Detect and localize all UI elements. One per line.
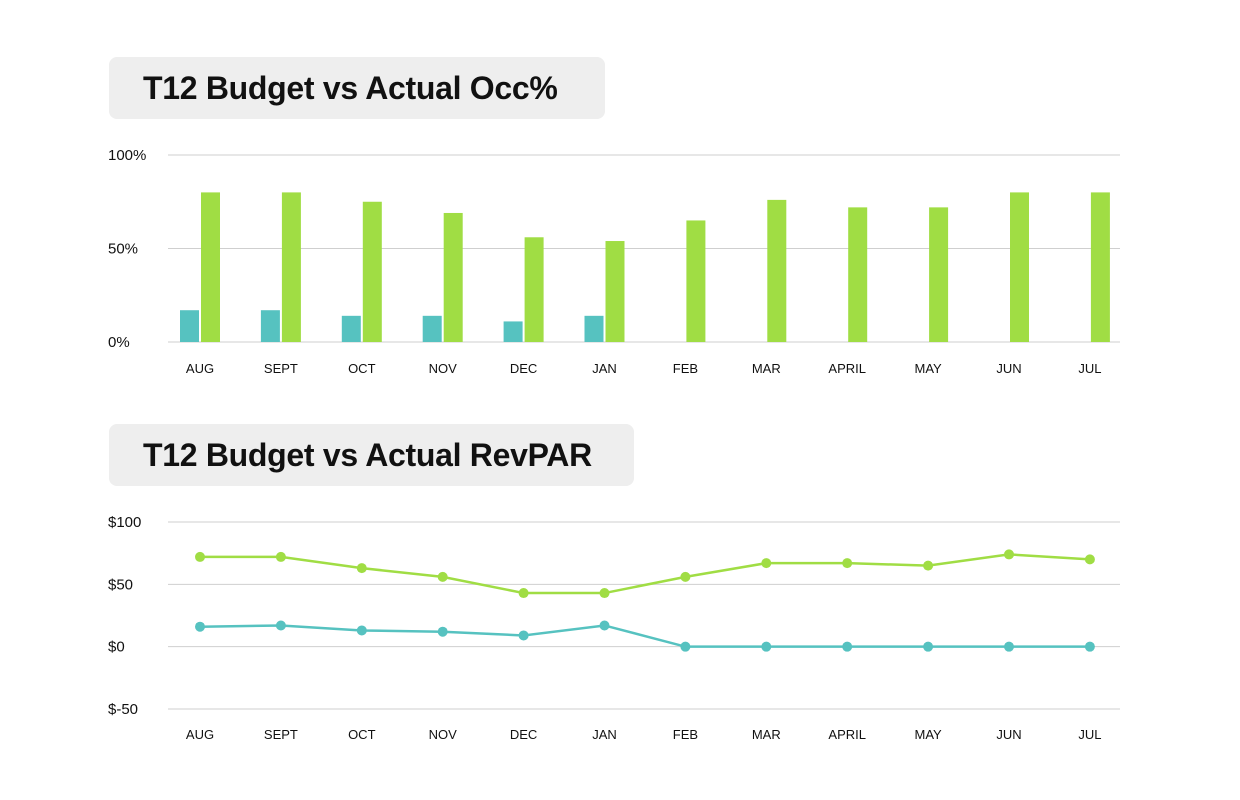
x-category-label: MAY xyxy=(914,727,942,742)
bar-actual xyxy=(180,310,199,342)
x-category-label: SEPT xyxy=(264,361,298,376)
point-budget xyxy=(842,558,853,569)
x-category-label: JUN xyxy=(996,361,1021,376)
point-budget xyxy=(1084,554,1095,565)
point-budget xyxy=(195,551,205,562)
point-budget xyxy=(275,551,286,562)
y-tick-label: $-50 xyxy=(108,701,138,718)
x-category-label: OCT xyxy=(348,727,376,742)
point-actual xyxy=(923,641,934,652)
bar-budget xyxy=(281,192,301,342)
x-category-label: DEC xyxy=(510,361,537,376)
x-category-label: FEB xyxy=(673,727,698,742)
x-category-label: JUL xyxy=(1078,727,1101,742)
point-actual xyxy=(275,620,286,631)
y-tick-label: 100% xyxy=(108,147,146,164)
point-budget xyxy=(356,563,367,574)
bar-budget xyxy=(201,192,220,342)
revpar-line-chart: $-50 $0 $50 $100 AUG SEPT OCT NOV DEC JAN FEB MAR AP… xyxy=(108,514,1120,742)
x-category-label: FEB xyxy=(673,361,698,376)
bar-actual xyxy=(422,315,442,342)
y-tick-label: $50 xyxy=(108,576,133,593)
series-line-actual xyxy=(199,624,1090,648)
series-line-budget xyxy=(200,553,1090,595)
revpar-chart-title: T12 Budget vs Actual RevPAR xyxy=(109,424,634,486)
bar-budget xyxy=(605,241,625,342)
x-category-label: SEPT xyxy=(264,727,298,742)
x-category-label: MAY xyxy=(914,361,942,376)
bar-budget xyxy=(686,220,706,342)
x-category-label: APRIL xyxy=(828,361,866,376)
y-tick-label: $100 xyxy=(108,514,141,531)
x-category-label: APRIL xyxy=(828,727,866,742)
occupancy-chart-title: T12 Budget vs Actual Occ% xyxy=(109,57,605,119)
x-category-label: DEC xyxy=(510,727,537,742)
x-category-label: AUG xyxy=(186,361,214,376)
point-budget xyxy=(923,560,934,571)
point-budget xyxy=(518,588,529,599)
bar-actual xyxy=(503,321,523,342)
x-category-label: AUG xyxy=(186,727,214,742)
point-actual xyxy=(356,625,367,636)
occupancy-bar-chart: 0% 50% 100% AUG SEPT OCT NOV DEC JAN FEB MAR APRIL M… xyxy=(108,147,1120,376)
bar-actual xyxy=(584,315,604,342)
x-category-label: NOV xyxy=(429,727,458,742)
x-category-label: JAN xyxy=(592,727,617,742)
y-tick-label: 0% xyxy=(108,334,130,351)
y-tick-label: $0 xyxy=(108,639,125,656)
point-budget xyxy=(437,571,448,582)
x-category-label: JUL xyxy=(1078,361,1101,376)
y-tick-label: 50% xyxy=(108,241,138,258)
point-budget xyxy=(599,588,610,599)
bar-budget xyxy=(848,207,868,342)
x-category-label: MAR xyxy=(752,727,781,742)
point-budget xyxy=(761,558,772,569)
bar-actual xyxy=(260,310,280,342)
point-actual xyxy=(599,620,610,631)
point-actual xyxy=(761,641,772,652)
bar-budget xyxy=(1010,192,1029,342)
point-budget xyxy=(680,571,691,582)
bar-budget xyxy=(767,199,787,342)
bar-actual xyxy=(341,315,361,342)
point-actual xyxy=(842,641,853,652)
point-actual xyxy=(680,641,691,652)
point-actual xyxy=(518,630,529,641)
point-actual xyxy=(195,621,205,632)
bar-budget xyxy=(362,201,382,342)
x-category-label: OCT xyxy=(348,361,376,376)
bar-budget xyxy=(1090,192,1110,342)
x-category-label: JAN xyxy=(592,361,617,376)
x-category-label: NOV xyxy=(429,361,458,376)
point-actual xyxy=(1004,641,1014,652)
bar-budget xyxy=(929,207,949,342)
bar-budget xyxy=(443,212,463,342)
bar-budget xyxy=(524,237,544,342)
point-actual xyxy=(437,626,448,637)
point-actual xyxy=(1084,641,1095,652)
point-budget xyxy=(1004,549,1014,560)
x-category-label: MAR xyxy=(752,361,781,376)
x-category-label: JUN xyxy=(996,727,1021,742)
